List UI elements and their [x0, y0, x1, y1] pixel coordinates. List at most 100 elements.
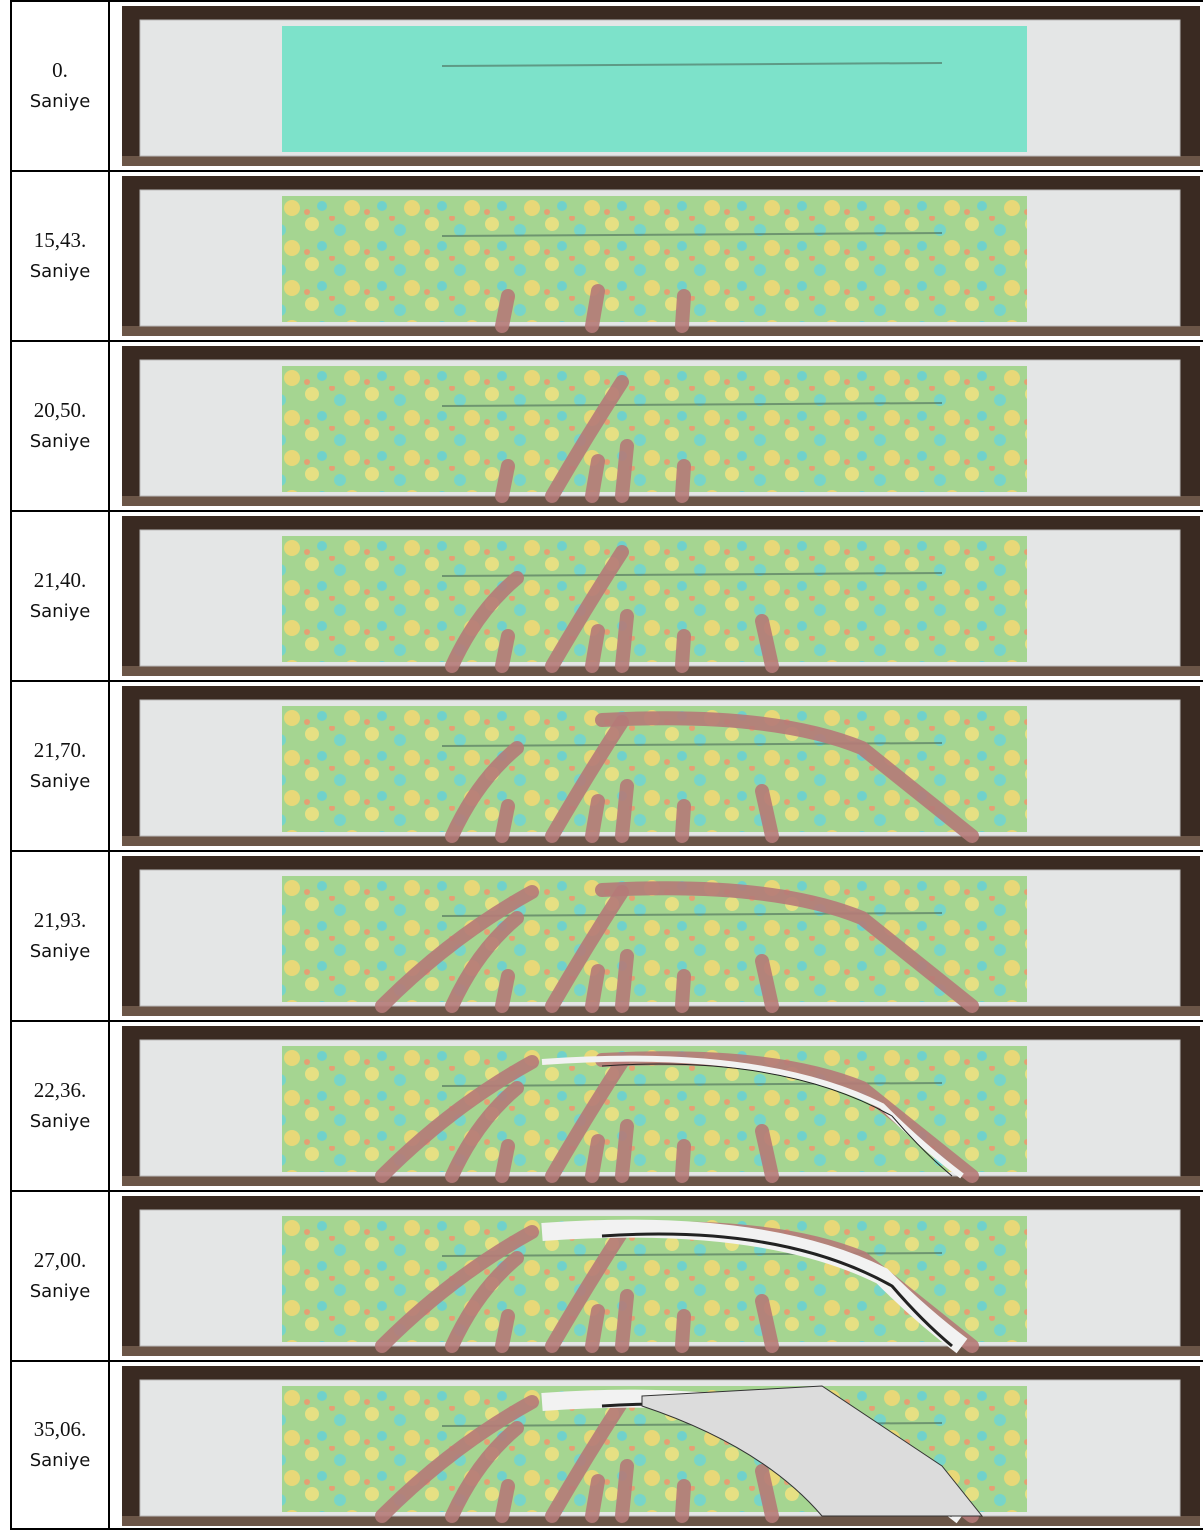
label-unit: Saniye	[29, 431, 91, 452]
time-label: 15,43. Saniye	[12, 172, 110, 340]
strain-field	[282, 26, 1027, 152]
support	[122, 496, 1200, 506]
table-row: 21,70. Saniye	[12, 680, 1203, 850]
crack	[615, 439, 634, 503]
crack	[495, 1139, 515, 1183]
label-time: 27,00.	[33, 1248, 87, 1272]
crack	[585, 964, 605, 1013]
crack	[445, 741, 524, 843]
dic-image	[122, 1196, 1200, 1356]
crack	[545, 545, 629, 673]
crack	[375, 1225, 539, 1353]
dic-image	[122, 6, 1200, 166]
support	[122, 1516, 1200, 1526]
crack	[375, 1395, 539, 1523]
crack	[675, 629, 691, 673]
figure-table: 0. Saniye 15,43. Saniye 20,50. Saniye 21,40. Sa…	[10, 0, 1203, 1530]
crack	[495, 969, 515, 1013]
crack	[445, 571, 524, 673]
support	[122, 836, 1200, 846]
crack	[545, 715, 629, 843]
crack	[595, 711, 979, 843]
crack	[545, 885, 629, 1013]
rebar-line	[441, 62, 943, 67]
crack	[375, 1055, 539, 1183]
time-label: 27,00. Saniye	[12, 1192, 110, 1360]
crack	[545, 1225, 629, 1353]
crack	[755, 954, 779, 1013]
label-time: 35,06.	[33, 1417, 87, 1441]
crack	[495, 289, 515, 333]
label-time: 21,93.	[33, 908, 87, 932]
support	[122, 1346, 1200, 1356]
table-row: 35,06. Saniye	[12, 1360, 1203, 1530]
crack	[755, 1294, 779, 1353]
strain-field	[282, 536, 1027, 662]
label-unit: Saniye	[29, 1450, 91, 1471]
crack-opening	[541, 1219, 968, 1354]
crack	[755, 614, 779, 673]
label-unit: Saniye	[29, 941, 91, 962]
time-label: 21,70. Saniye	[12, 682, 110, 850]
dic-image	[122, 856, 1200, 1016]
crack-opening	[541, 1055, 964, 1179]
label-unit: Saniye	[29, 261, 91, 282]
strain-field	[282, 196, 1027, 322]
crack	[615, 609, 634, 673]
strain-field	[282, 706, 1027, 832]
crack	[755, 784, 779, 843]
time-label: 21,93. Saniye	[12, 852, 110, 1020]
crack	[675, 969, 691, 1013]
table-row: 20,50. Saniye	[12, 340, 1203, 510]
label-time: 21,40.	[33, 568, 87, 592]
crack	[445, 1421, 524, 1523]
crack	[495, 799, 515, 843]
crack	[675, 1479, 691, 1523]
time-label: 22,36. Saniye	[12, 1022, 110, 1190]
crack	[675, 1139, 691, 1183]
time-label: 21,40. Saniye	[12, 512, 110, 680]
crack	[675, 459, 691, 503]
dic-image	[122, 1026, 1200, 1186]
crack	[675, 799, 691, 843]
table-row: 0. Saniye	[12, 0, 1203, 170]
crack	[495, 459, 515, 503]
crack	[495, 1479, 515, 1523]
table-row: 27,00. Saniye	[12, 1190, 1203, 1360]
crack	[755, 1124, 779, 1183]
crack	[585, 284, 605, 333]
crack	[585, 454, 605, 503]
crack	[615, 1459, 634, 1523]
crack	[545, 375, 629, 503]
strain-field	[282, 366, 1027, 492]
dic-image	[122, 1366, 1200, 1526]
crack	[585, 1134, 605, 1183]
crack	[675, 1309, 691, 1353]
time-label: 35,06. Saniye	[12, 1362, 110, 1528]
support	[122, 326, 1200, 336]
crack	[495, 629, 515, 673]
dic-image	[122, 176, 1200, 336]
crack	[495, 1309, 515, 1353]
crack	[615, 949, 634, 1013]
rebar-line	[441, 402, 943, 407]
support	[122, 1176, 1200, 1186]
dic-image	[122, 516, 1200, 676]
crack	[375, 885, 539, 1013]
crack	[585, 794, 605, 843]
support	[122, 156, 1200, 166]
label-unit: Saniye	[29, 1111, 91, 1132]
support	[122, 666, 1200, 676]
support	[122, 1006, 1200, 1016]
dic-image	[122, 686, 1200, 846]
label-unit: Saniye	[29, 771, 91, 792]
crack	[675, 289, 691, 333]
crack	[585, 1474, 605, 1523]
crack	[615, 779, 634, 843]
table-row: 15,43. Saniye	[12, 170, 1203, 340]
label-time: 20,50.	[33, 398, 87, 422]
dic-image	[122, 346, 1200, 506]
spalled-zone	[641, 1385, 984, 1517]
crack	[585, 624, 605, 673]
